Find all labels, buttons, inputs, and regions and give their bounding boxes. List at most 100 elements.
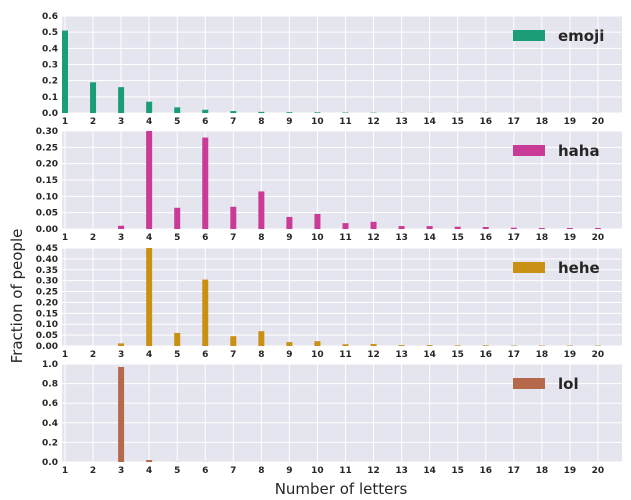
bar-haha-12 xyxy=(370,221,377,229)
y-tick-label: 0.8 xyxy=(42,380,58,390)
bar-emoji-10 xyxy=(314,112,321,113)
legend-label: haha xyxy=(558,142,600,160)
y-tick-label: 0.00 xyxy=(36,342,58,352)
x-tick-label: 7 xyxy=(230,466,236,476)
x-axis-label: Number of letters xyxy=(275,480,408,498)
bar-emoji-3 xyxy=(118,87,125,113)
x-tick-label: 2 xyxy=(90,233,96,243)
x-tick-label: 9 xyxy=(286,466,292,476)
x-tick-label: 7 xyxy=(230,350,236,360)
y-axis-label: Fraction of people xyxy=(8,229,26,364)
y-tick-label: 0.2 xyxy=(42,77,58,87)
x-tick-label: 8 xyxy=(258,466,264,476)
x-tick-label: 15 xyxy=(451,117,464,127)
bar-haha-18 xyxy=(538,228,545,229)
y-tick-label: 0.30 xyxy=(36,277,58,287)
x-tick-label: 7 xyxy=(230,117,236,127)
x-tick-label: 5 xyxy=(174,466,180,476)
x-tick-label: 17 xyxy=(508,466,521,476)
panel-3: 0.00.20.40.60.81.01 2 3 4 5 6 7 8 9 10 11 12 13 14 15 1… xyxy=(42,360,622,476)
x-tick-label: 16 xyxy=(479,350,492,360)
y-tick-label: 0.0 xyxy=(42,458,58,468)
y-tick-label: 0.6 xyxy=(42,399,58,409)
bar-emoji-1 xyxy=(62,30,68,113)
x-tick-label: 12 xyxy=(367,350,380,360)
bar-lol-4 xyxy=(146,460,153,462)
x-tick-label: 19 xyxy=(564,233,577,243)
bar-haha-13 xyxy=(398,226,405,229)
bar-haha-19 xyxy=(566,228,573,229)
bar-hehe-11 xyxy=(342,344,349,346)
y-tick-label: 0.15 xyxy=(36,309,58,319)
bar-lol-3 xyxy=(118,366,125,462)
y-tick-label: 0.4 xyxy=(42,44,58,54)
y-tick-label: 0.00 xyxy=(36,225,58,235)
bar-emoji-2 xyxy=(90,82,97,113)
bar-hehe-8 xyxy=(258,331,265,346)
x-tick-label: 4 xyxy=(146,466,152,476)
y-tick-label: 0.15 xyxy=(36,176,58,186)
bar-hehe-5 xyxy=(174,332,181,346)
x-tick-label: 2 xyxy=(90,466,96,476)
x-tick-label: 12 xyxy=(367,466,380,476)
bar-hehe-9 xyxy=(286,342,293,346)
bar-hehe-16 xyxy=(482,345,489,346)
x-tick-label: 20 xyxy=(592,350,605,360)
x-tick-label: 9 xyxy=(286,117,292,127)
x-tick-label: 18 xyxy=(536,117,549,127)
x-tick-label: 13 xyxy=(395,350,408,360)
x-tick-label: 5 xyxy=(174,233,180,243)
bar-haha-15 xyxy=(454,226,461,229)
x-tick-label: 11 xyxy=(339,350,352,360)
y-tick-label: 0.10 xyxy=(36,320,58,330)
x-tick-label: 15 xyxy=(451,466,464,476)
x-tick-label: 6 xyxy=(202,117,208,127)
y-tick-label: 0.3 xyxy=(42,61,58,71)
bar-haha-9 xyxy=(286,216,293,229)
y-tick-label: 0.05 xyxy=(36,209,58,219)
bar-haha-5 xyxy=(174,207,181,229)
x-tick-label: 2 xyxy=(90,350,96,360)
panel-2: 0.000.050.100.150.200.250.300.350.400.45… xyxy=(36,244,622,360)
x-tick-label: 13 xyxy=(395,233,408,243)
x-tick-label: 3 xyxy=(118,350,124,360)
y-tick-label: 0.25 xyxy=(36,288,58,298)
x-tick-label: 15 xyxy=(451,350,464,360)
bar-hehe-10 xyxy=(314,341,321,346)
x-tick-label: 10 xyxy=(311,350,324,360)
x-tick-label: 20 xyxy=(592,233,605,243)
y-tick-label: 0.4 xyxy=(42,419,58,429)
legend-label: emoji xyxy=(558,27,604,45)
x-tick-label: 20 xyxy=(592,117,605,127)
x-tick-label: 15 xyxy=(451,233,464,243)
bar-haha-4 xyxy=(146,131,153,229)
x-tick-label: 12 xyxy=(367,117,380,127)
bar-hehe-15 xyxy=(454,345,461,346)
x-tick-label: 18 xyxy=(536,350,549,360)
bar-emoji-6 xyxy=(202,109,209,113)
bar-hehe-12 xyxy=(370,344,377,346)
x-tick-label: 13 xyxy=(395,466,408,476)
x-tick-label: 13 xyxy=(395,117,408,127)
x-tick-label: 18 xyxy=(536,466,549,476)
x-tick-label: 5 xyxy=(174,117,180,127)
y-tick-label: 0.1 xyxy=(42,93,58,103)
bar-haha-8 xyxy=(258,191,265,229)
bar-haha-10 xyxy=(314,213,321,229)
x-tick-label: 6 xyxy=(202,350,208,360)
x-tick-label: 3 xyxy=(118,466,124,476)
x-tick-label: 4 xyxy=(146,117,152,127)
x-tick-label: 16 xyxy=(479,233,492,243)
y-tick-label: 0.25 xyxy=(36,143,58,153)
x-tick-label: 19 xyxy=(564,350,577,360)
y-tick-label: 0.45 xyxy=(36,244,58,254)
y-tick-label: 0.30 xyxy=(36,127,58,137)
x-tick-label: 2 xyxy=(90,117,96,127)
chart-panels: 0.00.10.20.30.40.50.61 2 3 4 5 6 7 8 9 10 11 12 13 14… xyxy=(36,12,622,476)
y-tick-label: 0.6 xyxy=(42,12,58,22)
x-tick-label: 16 xyxy=(479,466,492,476)
x-tick-label: 12 xyxy=(367,233,380,243)
y-tick-label: 0.05 xyxy=(36,331,58,341)
y-tick-label: 1.0 xyxy=(42,360,58,370)
